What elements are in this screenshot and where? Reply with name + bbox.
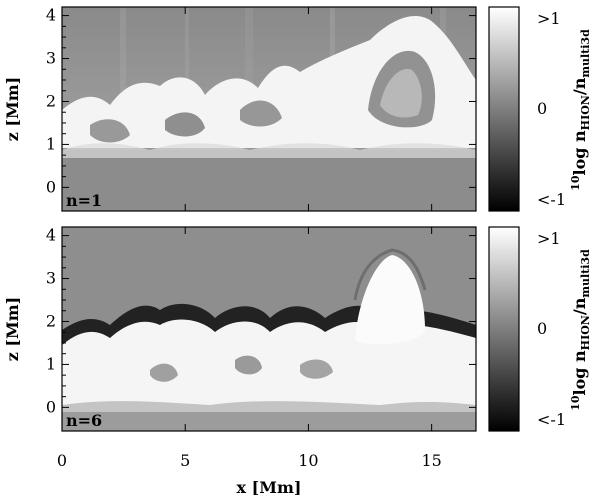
y-tick-label: 4 [46, 226, 56, 245]
top-cb-tick-high: >1 [537, 9, 561, 28]
bottom-heatmap [62, 227, 476, 431]
top-y-axis: 0 1 2 3 4 [46, 6, 476, 211]
y-tick-label: 0 [46, 397, 56, 416]
y-tick-label: 1 [46, 354, 56, 373]
x-label: x [Mm] [237, 478, 302, 497]
svg-text:z [Mm]: z [Mm] [3, 297, 22, 361]
top-y-label: z [Mm] [3, 77, 22, 141]
svg-text:10log nHION/nmulti3d: 10log nHION/nmulti3d [569, 29, 592, 191]
top-heatmap [62, 7, 476, 211]
x-axis: 0 5 10 15 [57, 451, 442, 470]
y-tick-label: 3 [46, 269, 56, 288]
x-tick-label: 0 [57, 451, 67, 470]
y-tick-label: 2 [46, 311, 56, 330]
x-tick-label: 5 [180, 451, 190, 470]
top-cb-label: 10log nHION/nmulti3d [569, 29, 592, 191]
y-tick-label: 0 [46, 177, 56, 196]
bottom-colorbar: >1 0 <-1 10log nHION/nmulti3d [488, 226, 592, 432]
y-tick-label: 4 [46, 6, 56, 25]
y-tick-label: 2 [46, 91, 56, 110]
bottom-panel: n=6 >1 0 <-1 10log nHION/nmulti3d [61, 226, 592, 432]
top-colorbar: >1 0 <-1 10log nHION/nmulti3d [488, 6, 592, 212]
top-frame [61, 6, 477, 212]
top-cb-tick-low: <-1 [537, 190, 566, 209]
svg-text:10log nHION/nmulti3d: 10log nHION/nmulti3d [569, 249, 592, 411]
top-panel: n=1 >1 0 <-1 10log nHION/nmulti3d [61, 6, 592, 212]
bottom-y-axis: 0 1 2 3 4 [46, 226, 476, 431]
bottom-cb-tick-high: >1 [537, 229, 561, 248]
y-tick-label: 1 [46, 134, 56, 153]
x-tick-label: 15 [421, 451, 441, 470]
bottom-cb-label: 10log nHION/nmulti3d [569, 249, 592, 411]
x-tick-label: 10 [298, 451, 318, 470]
top-cb-tick-mid: 0 [537, 99, 547, 118]
bottom-frame [61, 226, 477, 432]
y-tick-label: 3 [46, 49, 56, 68]
top-panel-label: n=1 [66, 191, 102, 210]
svg-text:z [Mm]: z [Mm] [3, 77, 22, 141]
bottom-cb-tick-mid: 0 [537, 319, 547, 338]
bottom-y-label: z [Mm] [3, 297, 22, 361]
bottom-cb-tick-low: <-1 [537, 410, 566, 429]
bottom-panel-label: n=6 [66, 411, 102, 430]
